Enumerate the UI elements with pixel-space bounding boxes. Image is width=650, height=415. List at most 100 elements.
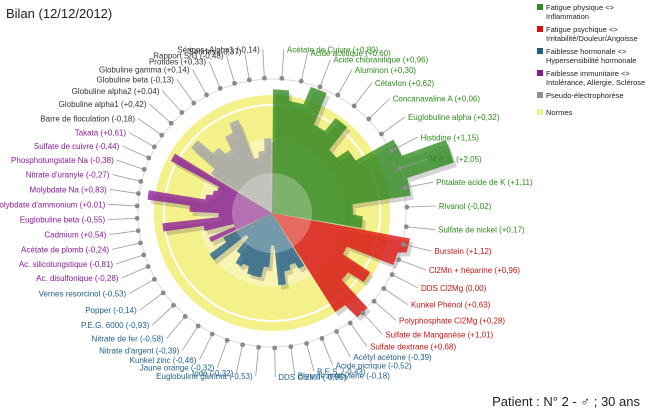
- axis-label: Protides (+0,33): [149, 58, 206, 67]
- marker-dot: [152, 276, 157, 282]
- axis-label: Rivanol (-0,02): [439, 202, 492, 211]
- leader-line: [319, 59, 331, 87]
- leader-line: [336, 331, 351, 358]
- leader-line: [255, 347, 259, 377]
- axis-label: Concanavaline A (+0,06): [393, 95, 481, 104]
- sector-layer: [147, 86, 457, 322]
- axis-label: Sérines+Alpha1 (-0,14): [177, 45, 260, 54]
- axis-label: Phosphotungstate Na (-0,38): [11, 156, 114, 165]
- axis-label: Rapport S/G (-0,48): [153, 51, 224, 60]
- axis-label: Sulfate dextrane (+0,68): [370, 343, 456, 352]
- leader-line: [353, 82, 373, 107]
- leader-line: [398, 259, 426, 271]
- leader-line: [404, 181, 434, 189]
- marker-dot: [298, 78, 304, 84]
- axis-label: Globuline gamma (+0,14): [99, 66, 190, 75]
- marker-dot: [182, 314, 188, 319]
- axis-label: Acide acétique (+0,60): [310, 49, 391, 58]
- normes-inner-ring: [163, 104, 381, 322]
- marker-dot: [288, 344, 294, 350]
- axis-label: Nitrate d'uranyle (-0,27): [26, 171, 110, 180]
- axis-label: Euglobuline beta (-0,55): [20, 216, 106, 225]
- axis-label: Nitrate d'argent (-0,39): [99, 346, 180, 355]
- axis-label: Kunkel Phénol (+0,63): [411, 301, 491, 310]
- marker-dot: [319, 336, 325, 341]
- legend-item: Fatigue physique <> Inflammation: [537, 3, 649, 21]
- leader-line: [208, 61, 221, 89]
- marker-dot: [232, 80, 237, 86]
- axis-label: Jaune orange (-0,32): [140, 364, 215, 373]
- axis-label: Acide chloranilique (+0,96): [333, 56, 428, 65]
- marker-dot: [217, 85, 223, 91]
- marker-dot: [397, 166, 402, 172]
- marker-dot: [224, 337, 230, 343]
- marker-dot: [403, 224, 409, 230]
- marker-dot: [240, 342, 246, 348]
- marker-dot: [351, 103, 357, 109]
- label-layer: Acétate de Cuivre (+0,80)Acide acétique …: [0, 45, 533, 382]
- axis-label: Polyphosphate Cl2Mg (+0,28): [399, 316, 505, 325]
- marker-dot: [256, 344, 261, 350]
- leader-line: [262, 49, 265, 79]
- marker-dot: [347, 320, 353, 326]
- leader-line: [121, 266, 149, 279]
- marker-dot: [159, 132, 165, 138]
- axis-label: Iode (-0,32): [192, 369, 234, 378]
- leader-line: [152, 305, 174, 326]
- axis-label: Takata (+0,61): [75, 129, 127, 138]
- leader-line: [281, 49, 285, 79]
- leader-line: [391, 136, 418, 152]
- chart-title: Bilan (12/12/2012): [6, 6, 113, 21]
- legend-label: Faiblesse hormonale <> Hypersensibilité …: [546, 47, 637, 65]
- marker-dot: [179, 110, 185, 115]
- leader-line: [162, 90, 183, 113]
- sector-fatigue-psychique-irritabilite-douleur-angoisse: [272, 213, 410, 318]
- legend-label: Fatigue physique <> Inflammation: [546, 3, 614, 21]
- axis-label: Burstein (+1,12): [435, 247, 492, 256]
- axis-label: Euglobuline alpha (+0,32): [408, 113, 500, 122]
- leader-line: [337, 69, 353, 96]
- legend-swatch: [537, 109, 543, 115]
- marker-dot: [191, 100, 197, 106]
- leader-line: [391, 274, 419, 289]
- marker-dot: [272, 345, 278, 351]
- marker-dot: [151, 144, 157, 150]
- leader-line: [108, 217, 138, 220]
- sector-faiblesse-hormonale-hypersensibilite-hormonale: [209, 213, 305, 286]
- axis-label: Sulfate de cuivre (-0,44): [34, 142, 120, 151]
- leader-line: [139, 292, 164, 311]
- marker-dot: [400, 241, 406, 247]
- legend-swatch: [537, 48, 543, 54]
- axis-label: Molybdate Na (+0,83): [30, 185, 107, 194]
- leader-line: [182, 325, 199, 351]
- axis-label: Sérines (-0,37): [189, 47, 242, 56]
- axis-label: Kunkel zinc (-0,46): [130, 356, 197, 365]
- axis-label: Phtalate acide de K (+1,11): [436, 178, 533, 187]
- leader-line: [217, 340, 228, 368]
- axis-label: M.E.S. (+2,05): [430, 155, 482, 164]
- marker-dot: [209, 331, 215, 337]
- axis-label: Bleu de méthylène (-0,18): [298, 371, 390, 380]
- axis-label: Vernes resorcinol (-0,53): [39, 290, 127, 299]
- marker-dot: [141, 167, 147, 172]
- legend-swatch: [537, 26, 543, 32]
- leader-line: [321, 338, 334, 366]
- legend-label: Normes: [546, 108, 573, 117]
- legend-label: Pseudo-électrophorèse: [546, 91, 624, 100]
- marker-dot: [168, 120, 174, 126]
- axis-label: Ac. disulfonique (-0,28): [36, 274, 119, 283]
- leader-line: [306, 343, 315, 372]
- marker-dot: [379, 131, 384, 137]
- legend-swatch: [537, 4, 543, 10]
- axis-label: Acétate de plomb (-0,24): [21, 245, 109, 254]
- leader-line: [199, 333, 213, 361]
- leader-line: [381, 116, 406, 135]
- leader-line: [406, 226, 436, 231]
- leader-line: [115, 254, 144, 265]
- sector-faiblesse-immunitaire-intolerance-allergie-sclerose: [147, 153, 272, 243]
- leader-line: [176, 79, 195, 104]
- leader-line: [290, 346, 296, 376]
- marker-dot: [334, 329, 339, 334]
- marker-dot: [246, 77, 252, 83]
